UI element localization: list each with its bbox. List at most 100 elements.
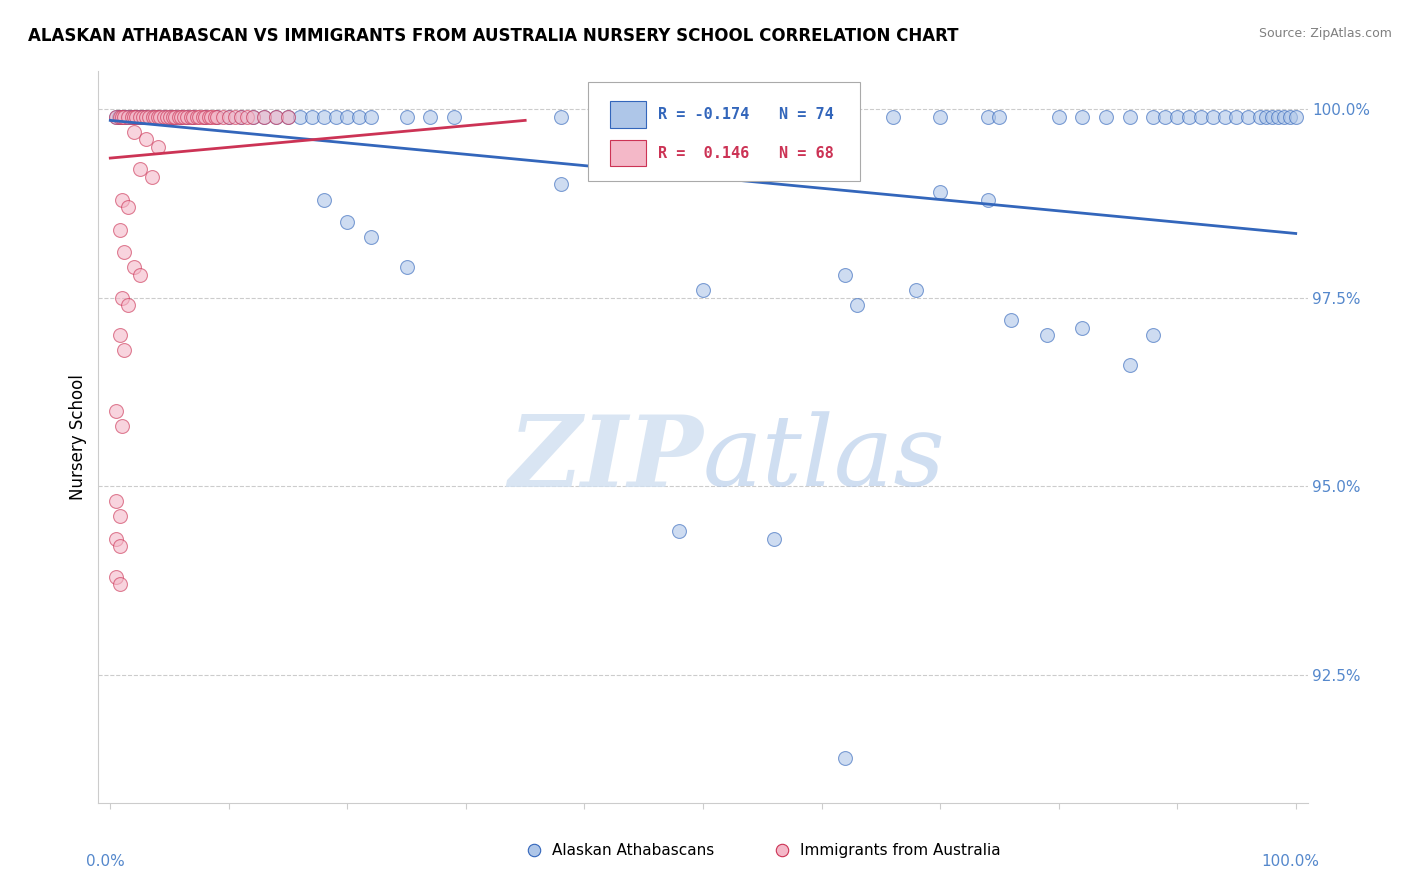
Point	[1071, 320, 1094, 334]
Point	[325, 110, 347, 124]
Point	[1213, 110, 1236, 124]
Point	[114, 110, 136, 124]
Point	[1178, 110, 1201, 124]
Point	[141, 110, 163, 124]
Point	[115, 110, 138, 124]
Point	[129, 110, 152, 124]
Point	[181, 110, 204, 124]
Point	[118, 110, 141, 124]
Point	[176, 110, 198, 124]
Point	[152, 110, 174, 124]
Point	[165, 110, 187, 124]
Point	[129, 162, 152, 177]
Text: N = 68: N = 68	[779, 145, 834, 161]
Point	[122, 260, 145, 275]
Point	[204, 110, 226, 124]
Point	[122, 125, 145, 139]
Point	[135, 110, 157, 124]
Point	[846, 298, 869, 312]
Point	[111, 418, 134, 433]
Text: Alaskan Athabascans: Alaskan Athabascans	[551, 843, 714, 858]
Text: N = 74: N = 74	[779, 107, 834, 122]
FancyBboxPatch shape	[610, 102, 647, 128]
Point	[122, 110, 145, 124]
Point	[1225, 110, 1247, 124]
Point	[138, 110, 160, 124]
Point	[550, 110, 572, 124]
Point	[264, 110, 287, 124]
Point	[191, 110, 214, 124]
Point	[205, 110, 228, 124]
Point	[108, 223, 131, 237]
Point	[834, 268, 856, 282]
Point	[167, 110, 190, 124]
Point	[550, 178, 572, 192]
Point	[277, 110, 299, 124]
Point	[141, 169, 163, 184]
Point	[108, 509, 131, 524]
Point	[229, 110, 252, 124]
Point	[1189, 110, 1212, 124]
Point	[159, 110, 181, 124]
Point	[882, 110, 904, 124]
Point	[668, 524, 690, 539]
Point	[1071, 110, 1094, 124]
Point	[135, 132, 157, 146]
Point	[132, 110, 155, 124]
Point	[443, 110, 465, 124]
Point	[173, 110, 195, 124]
Point	[108, 328, 131, 343]
Point	[180, 110, 202, 124]
Point	[188, 110, 211, 124]
Point	[312, 110, 335, 124]
Point	[218, 110, 240, 124]
Point	[146, 110, 169, 124]
Point	[156, 110, 179, 124]
Point	[1254, 110, 1277, 124]
Point	[929, 110, 952, 124]
Point	[929, 185, 952, 199]
Point	[644, 110, 666, 124]
Point	[142, 110, 165, 124]
Point	[347, 110, 370, 124]
Point	[197, 110, 219, 124]
Point	[360, 110, 382, 124]
Point	[905, 283, 928, 297]
Point	[1119, 110, 1142, 124]
Point	[1249, 110, 1271, 124]
Point	[242, 110, 264, 124]
Point	[253, 110, 276, 124]
Point	[360, 230, 382, 244]
Point	[1202, 110, 1225, 124]
Point	[194, 110, 217, 124]
Point	[834, 110, 856, 124]
Point	[1095, 110, 1118, 124]
Point	[176, 110, 198, 124]
Point	[143, 110, 166, 124]
Point	[1142, 328, 1164, 343]
FancyBboxPatch shape	[588, 82, 860, 181]
Point	[170, 110, 193, 124]
Point	[105, 494, 128, 508]
Point	[111, 193, 134, 207]
Point	[117, 200, 139, 214]
Point	[125, 110, 148, 124]
Point	[212, 110, 235, 124]
Point	[129, 268, 152, 282]
Point	[1261, 110, 1284, 124]
Point	[1267, 110, 1289, 124]
Point	[264, 110, 287, 124]
Point	[159, 110, 181, 124]
Point	[1154, 110, 1177, 124]
Text: ZIP: ZIP	[508, 411, 703, 508]
Point	[117, 110, 139, 124]
Point	[108, 577, 131, 591]
FancyBboxPatch shape	[610, 140, 647, 167]
Point	[129, 110, 152, 124]
Point	[114, 245, 136, 260]
Point	[170, 110, 193, 124]
Point	[988, 110, 1011, 124]
Point	[235, 110, 257, 124]
Point	[121, 110, 143, 124]
Point	[105, 532, 128, 546]
